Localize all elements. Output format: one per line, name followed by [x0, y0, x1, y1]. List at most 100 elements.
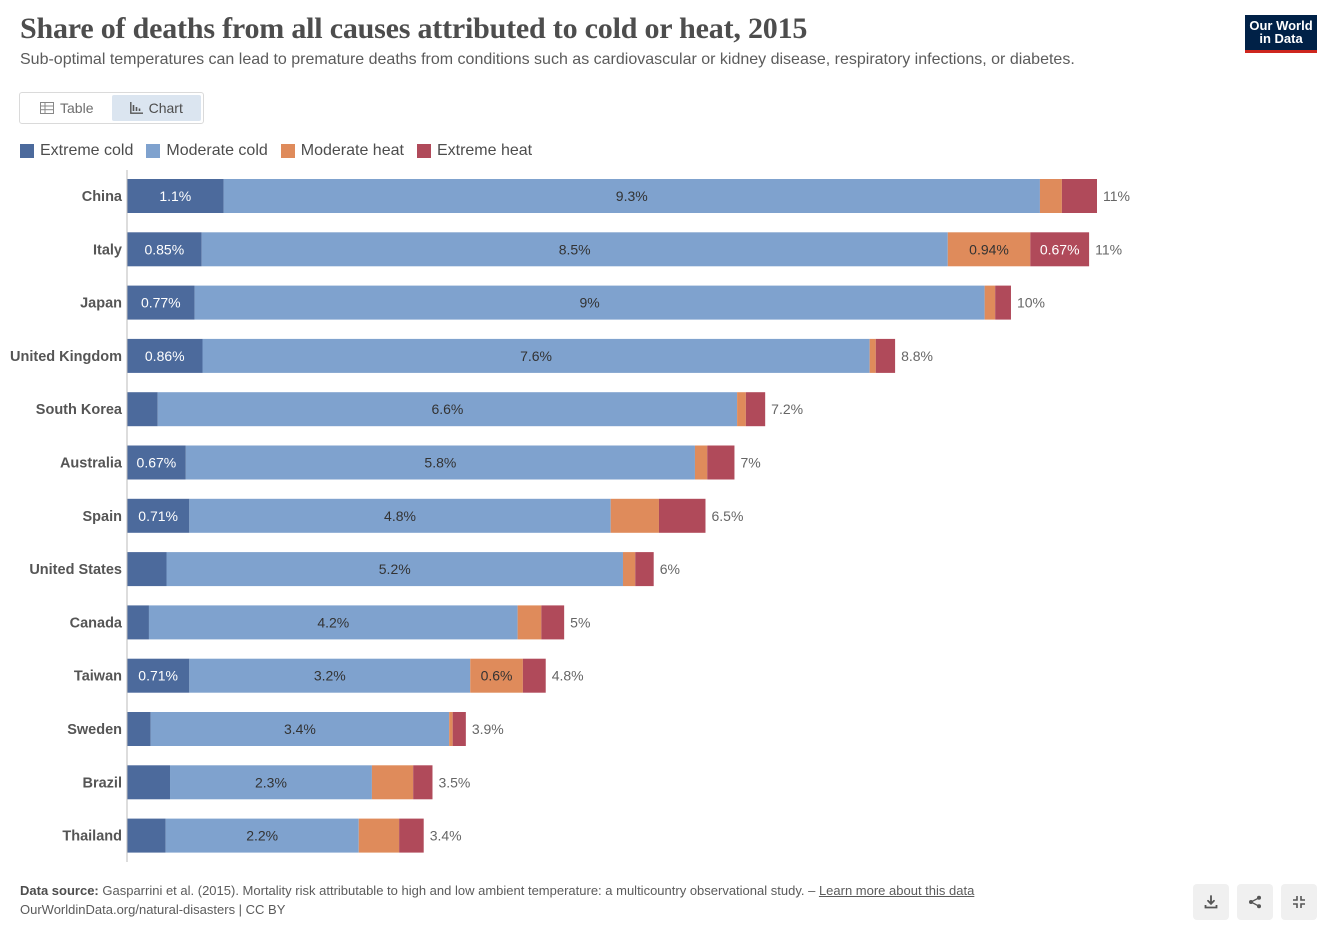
bar-segment-moderate-heat[interactable]: [358, 818, 400, 853]
segment-value-label: 0.86%: [145, 348, 185, 364]
bar-row-south-korea[interactable]: South Korea 6.6% 7.2%: [36, 392, 803, 427]
bar-segment-moderate-cold[interactable]: [202, 338, 870, 373]
bar-row-canada[interactable]: Canada 4.2% 5%: [70, 605, 591, 640]
owid-logo[interactable]: Our World in Data: [1245, 15, 1317, 53]
bar-segment-moderate-cold[interactable]: [170, 765, 372, 800]
bar-row-thailand[interactable]: Thailand 2.2% 3.4%: [62, 818, 462, 853]
bar-segment-extreme-heat[interactable]: [658, 498, 706, 533]
segment-value-label: 0.77%: [141, 295, 181, 311]
bar-segment-extreme-heat[interactable]: [707, 445, 735, 480]
bar-segment-extreme-cold[interactable]: [127, 552, 167, 587]
bar-row-sweden[interactable]: Sweden 3.4% 3.9%: [67, 712, 504, 746]
legend-label-moderate-heat: Moderate heat: [300, 142, 404, 159]
category-label: United States: [29, 562, 122, 578]
bar-segment-moderate-heat[interactable]: [869, 338, 876, 373]
bar-segment-moderate-cold[interactable]: [201, 232, 948, 267]
bar-segment-moderate-heat[interactable]: [694, 445, 708, 480]
bar-segment-extreme-heat[interactable]: [995, 285, 1011, 320]
bar-segment-extreme-heat[interactable]: [875, 338, 896, 373]
learn-more-link[interactable]: Learn more about this data: [818, 883, 975, 898]
legend-item-moderate-cold[interactable]: Moderate cold: [146, 142, 268, 160]
share-button[interactable]: [1237, 884, 1273, 920]
chart-icon: [129, 102, 143, 114]
bar-segment-extreme-heat[interactable]: [745, 392, 766, 427]
bar-segment-extreme-cold[interactable]: [127, 392, 158, 427]
bar-segment-moderate-heat[interactable]: [984, 285, 996, 320]
bar-row-china[interactable]: China 1.1% 9.3% 11%: [82, 179, 1130, 213]
bar-segment-extreme-heat[interactable]: [1061, 179, 1097, 213]
bar-segment-extreme-cold[interactable]: [127, 232, 202, 267]
bar-segment-moderate-heat[interactable]: [371, 765, 414, 800]
bar-segment-extreme-heat[interactable]: [1030, 232, 1090, 267]
legend-swatch-moderate-cold: [146, 144, 161, 158]
legend-label-extreme-cold: Extreme cold: [40, 142, 134, 159]
chart-legend: Extreme cold Moderate cold Moderate heat…: [20, 142, 532, 160]
logo-line-1: Our World: [1249, 18, 1313, 33]
bar-segment-moderate-cold[interactable]: [223, 179, 1040, 213]
tab-table[interactable]: Table: [22, 95, 112, 121]
bar-segment-extreme-heat[interactable]: [541, 605, 565, 640]
bar-segment-extreme-cold[interactable]: [127, 818, 166, 853]
segment-value-label: 7.6%: [520, 348, 552, 364]
bar-segment-moderate-heat[interactable]: [947, 232, 1031, 267]
bar-segment-moderate-heat[interactable]: [470, 658, 523, 693]
bar-segment-extreme-heat[interactable]: [522, 658, 546, 693]
fullscreen-icon: [1293, 896, 1305, 908]
bar-row-taiwan[interactable]: Taiwan 0.71% 3.2% 0.6% 4.8%: [74, 658, 584, 693]
bar-segment-moderate-cold[interactable]: [165, 818, 359, 853]
bar-segment-moderate-cold[interactable]: [185, 445, 695, 480]
segment-value-label: 0.71%: [138, 508, 178, 524]
chart-title: Share of deaths from all causes attribut…: [20, 12, 808, 45]
legend-swatch-extreme-heat: [416, 144, 431, 158]
bar-segment-moderate-cold[interactable]: [148, 605, 518, 640]
bar-segment-extreme-cold[interactable]: [127, 765, 171, 800]
bar-segment-extreme-heat[interactable]: [413, 765, 433, 800]
legend-item-extreme-heat[interactable]: Extreme heat: [416, 142, 532, 160]
bar-segment-extreme-cold[interactable]: [127, 338, 203, 373]
bar-segment-extreme-heat[interactable]: [635, 552, 654, 587]
bar-row-spain[interactable]: Spain 0.71% 4.8% 6.5%: [83, 498, 744, 533]
stacked-bar-chart: China 1.1% 9.3% 11% Italy 0.85% 8.5% 0.94% 0.67%…: [10, 170, 1130, 862]
bar-segment-extreme-cold[interactable]: [127, 285, 195, 320]
bar-segment-moderate-cold[interactable]: [194, 285, 985, 320]
bar-segment-extreme-cold[interactable]: [127, 498, 190, 533]
total-value-label: 11%: [1095, 241, 1122, 257]
legend-item-moderate-heat[interactable]: Moderate heat: [280, 142, 404, 160]
bar-segment-moderate-cold[interactable]: [189, 498, 611, 533]
category-label: United Kingdom: [10, 349, 122, 365]
bar-row-japan[interactable]: Japan 0.77% 9% 10%: [80, 285, 1045, 320]
bar-segment-extreme-heat[interactable]: [399, 818, 424, 853]
bar-row-united-kingdom[interactable]: United Kingdom 0.86% 7.6% 8.8%: [10, 338, 933, 373]
bar-row-brazil[interactable]: Brazil 2.3% 3.5%: [83, 765, 471, 800]
bar-segment-moderate-heat[interactable]: [737, 392, 746, 427]
category-label: Japan: [80, 296, 122, 312]
bar-segment-moderate-heat[interactable]: [449, 712, 453, 746]
category-label: Italy: [93, 242, 122, 258]
tab-chart[interactable]: Chart: [111, 95, 201, 121]
segment-value-label: 5.2%: [379, 561, 411, 577]
bar-segment-extreme-cold[interactable]: [127, 658, 190, 693]
bar-row-united-states[interactable]: United States 5.2% 6%: [29, 552, 680, 587]
bar-segment-moderate-heat[interactable]: [517, 605, 542, 640]
bar-segment-moderate-cold[interactable]: [157, 392, 738, 427]
bar-segment-moderate-heat[interactable]: [622, 552, 636, 587]
bar-segment-extreme-cold[interactable]: [127, 712, 151, 746]
bar-row-italy[interactable]: Italy 0.85% 8.5% 0.94% 0.67% 11%: [93, 232, 1122, 267]
bar-segment-moderate-cold[interactable]: [166, 552, 623, 587]
download-button[interactable]: [1193, 884, 1229, 920]
bar-segment-moderate-heat[interactable]: [610, 498, 659, 533]
total-value-label: 7.2%: [771, 401, 803, 417]
bar-segment-extreme-heat[interactable]: [452, 712, 466, 746]
segment-value-label: 0.85%: [144, 241, 184, 257]
legend-item-extreme-cold[interactable]: Extreme cold: [20, 142, 133, 160]
bar-segment-extreme-cold[interactable]: [127, 445, 186, 480]
logo-line-2: in Data: [1259, 31, 1303, 46]
bar-segment-moderate-cold[interactable]: [150, 712, 450, 746]
fullscreen-button[interactable]: [1281, 884, 1317, 920]
category-label: China: [82, 189, 123, 205]
bar-segment-extreme-cold[interactable]: [127, 179, 224, 213]
bar-row-australia[interactable]: Australia 0.67% 5.8% 7%: [60, 445, 761, 480]
bar-segment-moderate-cold[interactable]: [189, 658, 471, 693]
bar-segment-moderate-heat[interactable]: [1039, 179, 1062, 213]
bar-segment-extreme-cold[interactable]: [127, 605, 149, 640]
